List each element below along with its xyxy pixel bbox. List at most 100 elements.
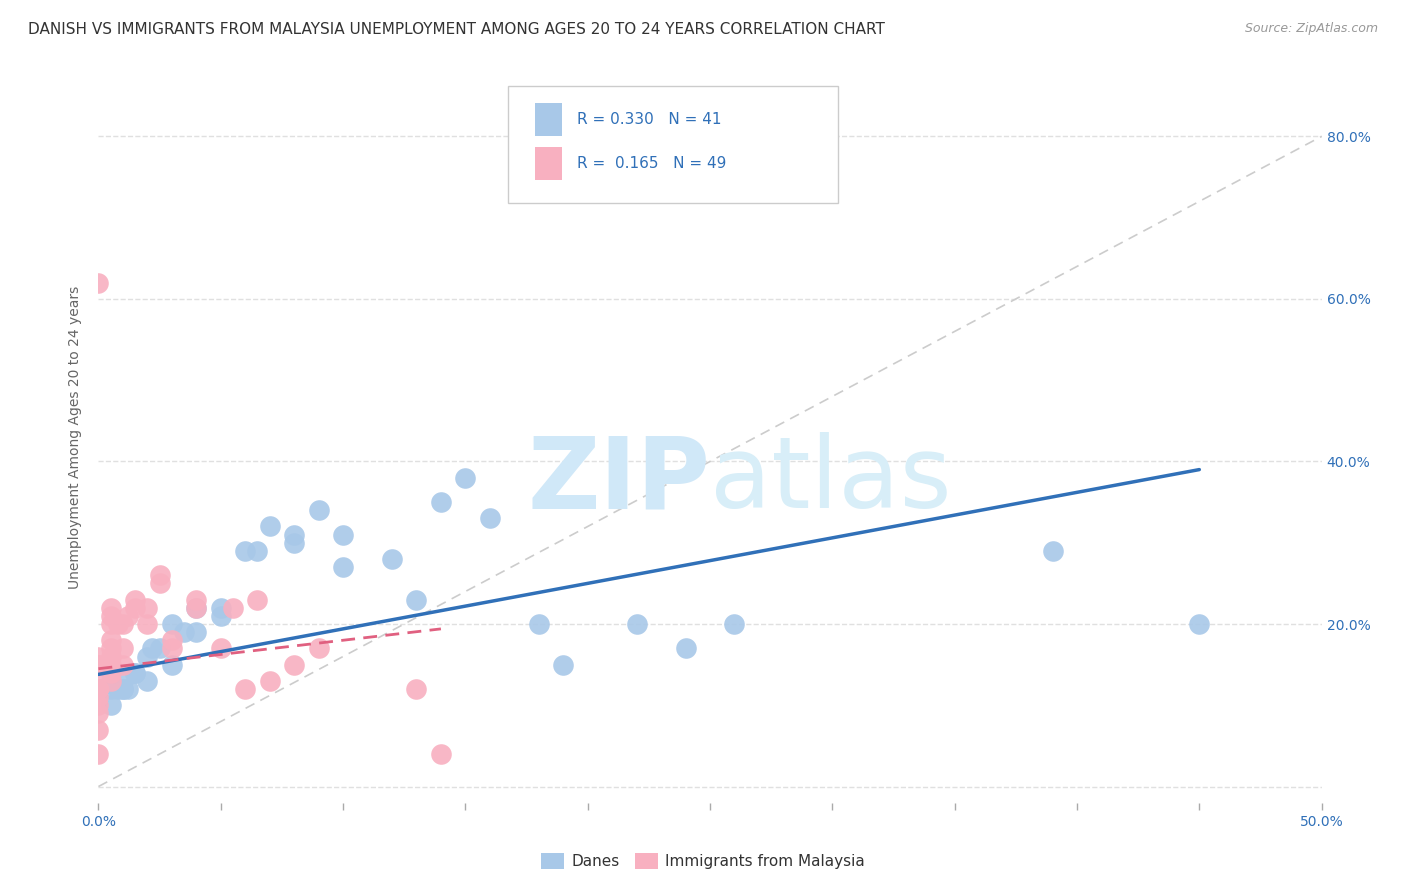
Point bbox=[87, 747, 110, 761]
Point bbox=[527, 617, 550, 632]
Point bbox=[100, 633, 122, 648]
Point bbox=[124, 665, 146, 680]
Point bbox=[136, 600, 159, 615]
Point bbox=[87, 681, 110, 696]
Y-axis label: Unemployment Among Ages 20 to 24 years: Unemployment Among Ages 20 to 24 years bbox=[69, 285, 83, 589]
Point bbox=[141, 641, 163, 656]
Point bbox=[308, 503, 330, 517]
Point bbox=[160, 633, 183, 648]
Point bbox=[553, 657, 575, 672]
Point bbox=[308, 641, 330, 656]
Point bbox=[100, 665, 122, 680]
Point bbox=[381, 552, 404, 566]
Point bbox=[173, 625, 195, 640]
Text: R =  0.165   N = 49: R = 0.165 N = 49 bbox=[576, 156, 725, 171]
Point bbox=[124, 665, 146, 680]
Point bbox=[478, 511, 501, 525]
Text: DANISH VS IMMIGRANTS FROM MALAYSIA UNEMPLOYMENT AMONG AGES 20 TO 24 YEARS CORREL: DANISH VS IMMIGRANTS FROM MALAYSIA UNEMP… bbox=[28, 22, 884, 37]
Point bbox=[283, 527, 305, 541]
Point bbox=[117, 608, 139, 623]
Point bbox=[87, 649, 110, 664]
Legend: Danes, Immigrants from Malaysia: Danes, Immigrants from Malaysia bbox=[534, 847, 872, 875]
Text: R = 0.330   N = 41: R = 0.330 N = 41 bbox=[576, 112, 721, 128]
Point bbox=[259, 519, 281, 533]
Point bbox=[283, 535, 305, 549]
Point bbox=[136, 617, 159, 632]
Point bbox=[233, 681, 256, 696]
Point bbox=[87, 723, 110, 737]
Point bbox=[283, 657, 305, 672]
Point bbox=[111, 673, 134, 688]
Text: Source: ZipAtlas.com: Source: ZipAtlas.com bbox=[1244, 22, 1378, 36]
Text: atlas: atlas bbox=[710, 433, 952, 530]
Point bbox=[87, 681, 110, 696]
Text: ZIP: ZIP bbox=[527, 433, 710, 530]
Point bbox=[186, 600, 208, 615]
Point bbox=[100, 681, 122, 696]
Point bbox=[186, 592, 208, 607]
Point bbox=[209, 600, 232, 615]
Point bbox=[100, 657, 122, 672]
Point bbox=[100, 673, 122, 688]
FancyBboxPatch shape bbox=[508, 86, 838, 203]
Point bbox=[111, 681, 134, 696]
Point bbox=[87, 681, 110, 696]
Point bbox=[430, 495, 453, 509]
Point bbox=[186, 625, 208, 640]
Point bbox=[405, 681, 427, 696]
Point bbox=[149, 641, 172, 656]
Point bbox=[124, 600, 146, 615]
FancyBboxPatch shape bbox=[536, 103, 562, 136]
Point bbox=[332, 527, 354, 541]
Point bbox=[87, 657, 110, 672]
Point bbox=[136, 673, 159, 688]
Point bbox=[149, 576, 172, 591]
Point bbox=[233, 544, 256, 558]
Point bbox=[246, 544, 269, 558]
Point bbox=[87, 681, 110, 696]
Point bbox=[87, 681, 110, 696]
Point bbox=[117, 681, 139, 696]
Point bbox=[87, 665, 110, 680]
Point bbox=[160, 641, 183, 656]
Point bbox=[186, 600, 208, 615]
Point bbox=[259, 673, 281, 688]
Point bbox=[1042, 544, 1064, 558]
Point bbox=[87, 690, 110, 705]
Point bbox=[222, 600, 245, 615]
Point bbox=[100, 608, 122, 623]
Point bbox=[87, 706, 110, 721]
Point bbox=[87, 698, 110, 713]
Point bbox=[405, 592, 427, 607]
Point bbox=[209, 641, 232, 656]
Point bbox=[626, 617, 648, 632]
Point bbox=[100, 617, 122, 632]
Point bbox=[100, 641, 122, 656]
Point bbox=[332, 560, 354, 574]
Point bbox=[100, 600, 122, 615]
FancyBboxPatch shape bbox=[536, 146, 562, 179]
Point bbox=[136, 649, 159, 664]
Point bbox=[454, 471, 477, 485]
Point bbox=[87, 681, 110, 696]
Point bbox=[107, 617, 129, 632]
Point bbox=[723, 617, 745, 632]
Point bbox=[87, 276, 110, 290]
Point bbox=[160, 617, 183, 632]
Point bbox=[111, 641, 134, 656]
Point bbox=[430, 747, 453, 761]
Point bbox=[675, 641, 697, 656]
Point bbox=[246, 592, 269, 607]
Point bbox=[149, 568, 172, 582]
Point bbox=[1188, 617, 1211, 632]
Point bbox=[160, 657, 183, 672]
Point bbox=[100, 649, 122, 664]
Point bbox=[87, 657, 110, 672]
Point bbox=[111, 681, 134, 696]
Point bbox=[124, 592, 146, 607]
Point bbox=[111, 617, 134, 632]
Point bbox=[100, 698, 122, 713]
Point bbox=[111, 657, 134, 672]
Point bbox=[209, 608, 232, 623]
Point bbox=[87, 681, 110, 696]
